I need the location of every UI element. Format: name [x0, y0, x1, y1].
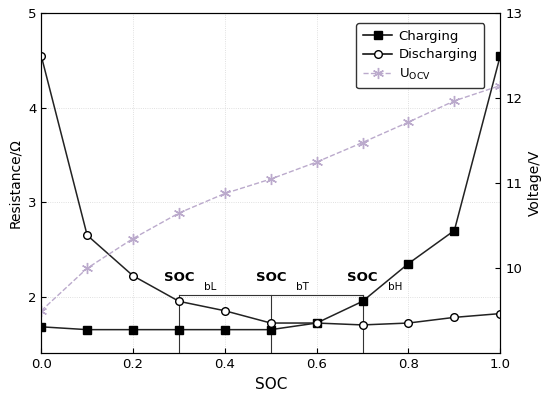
Y-axis label: Resistance/Ω: Resistance/Ω [8, 138, 23, 228]
Text: SOC: SOC [164, 271, 194, 284]
X-axis label: SOC: SOC [255, 377, 287, 392]
Text: SOC: SOC [256, 271, 286, 284]
Y-axis label: Voltage/V: Voltage/V [527, 150, 542, 216]
Text: bH: bH [388, 282, 402, 292]
Legend: Charging, Discharging, U$_{\mathrm{OCV}}$: Charging, Discharging, U$_{\mathrm{OCV}}… [356, 23, 485, 88]
Text: bL: bL [204, 282, 217, 292]
Text: SOC: SOC [347, 271, 378, 284]
Text: bT: bT [296, 282, 309, 292]
